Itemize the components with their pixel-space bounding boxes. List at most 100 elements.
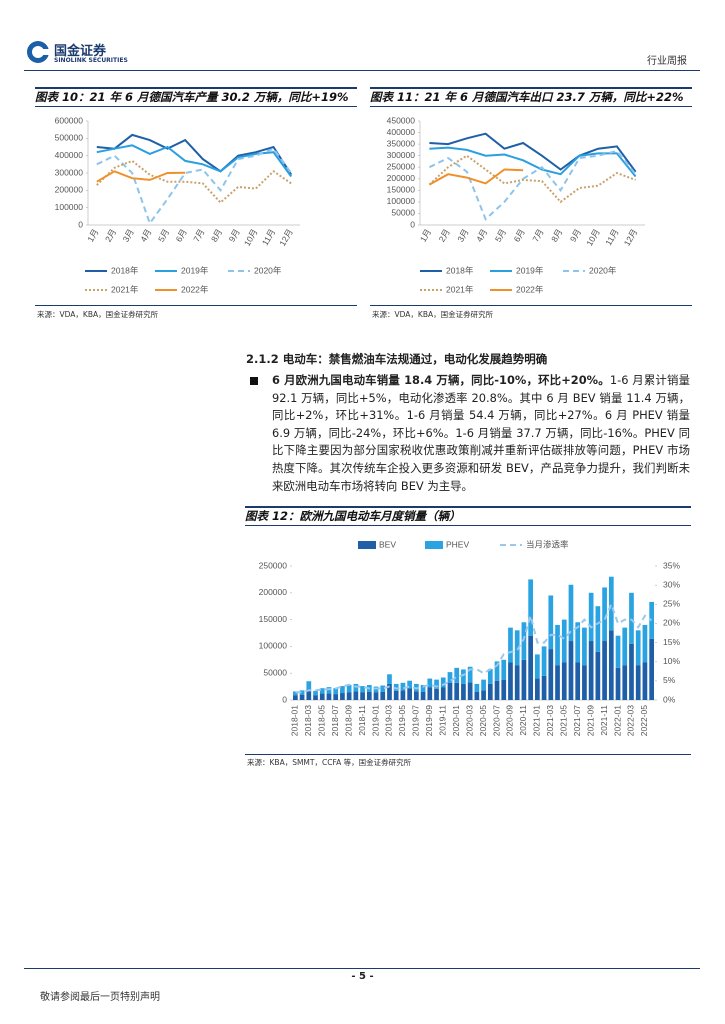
- bar: [427, 678, 433, 688]
- y-tick-label: 250000: [259, 560, 288, 570]
- legend-label: 2020年: [589, 265, 617, 275]
- bar: [293, 691, 298, 696]
- legend-swatch: [358, 541, 376, 549]
- x-tick-label: 2019-07: [411, 705, 421, 736]
- y-tick-label: 400000: [55, 150, 84, 160]
- x-tick-label: 2022-03: [626, 705, 636, 736]
- bar: [635, 665, 641, 700]
- bar: [595, 606, 601, 652]
- y-tick-label: 350000: [387, 138, 416, 148]
- bar: [299, 690, 305, 695]
- bar: [467, 682, 473, 700]
- y2-tick-label: 35%: [663, 560, 680, 570]
- y-tick-label: 150000: [387, 185, 416, 195]
- bar: [629, 592, 634, 644]
- legend-label: 2018年: [446, 265, 474, 275]
- bar: [555, 624, 560, 666]
- bar: [293, 695, 298, 700]
- x-tick-label: 2019-01: [370, 705, 380, 736]
- chart-source: 来源：KBA，SMMT，CCFA 等，国金证券研究所: [247, 758, 412, 767]
- x-tick-label: 10月: [242, 227, 260, 248]
- logo-icon: [27, 41, 49, 63]
- y2-tick-label: 30%: [663, 579, 680, 589]
- x-tick-label: 5月: [156, 227, 171, 243]
- chart-rule: [245, 754, 691, 755]
- y-tick-label: 100000: [55, 202, 84, 212]
- bar: [528, 579, 533, 636]
- bar: [313, 690, 318, 696]
- bar: [629, 643, 634, 700]
- x-tick-label: 3月: [121, 227, 136, 243]
- x-tick-label: 7月: [191, 227, 206, 243]
- legend-label: 2019年: [181, 265, 209, 275]
- y-tick-label: 600000: [55, 115, 84, 125]
- bar: [535, 654, 540, 679]
- bar: [474, 691, 480, 700]
- y2-tick-label: 15%: [663, 637, 680, 647]
- y-tick-label: 0: [282, 694, 287, 704]
- x-tick-label: 6月: [174, 227, 189, 243]
- bar: [319, 693, 325, 700]
- bar: [548, 649, 554, 700]
- bar: [608, 630, 614, 700]
- bar: [474, 683, 480, 692]
- bar: [420, 684, 426, 692]
- x-tick-label: 2018-09: [343, 705, 353, 736]
- bar: [481, 679, 486, 691]
- bar: [393, 683, 399, 691]
- bar: [602, 641, 607, 700]
- x-tick-label: 8月: [209, 227, 224, 243]
- header-rule: [24, 70, 700, 71]
- bar: [353, 683, 359, 692]
- y2-tick-label: 5%: [663, 675, 676, 685]
- bar: [346, 692, 352, 700]
- bar: [400, 690, 406, 700]
- x-tick-label: 2019-11: [438, 705, 448, 736]
- bar: [420, 691, 426, 700]
- y-tick-label: 100000: [259, 641, 288, 651]
- bar: [575, 622, 581, 663]
- chart-source: 来源：VDA，KBA，国金证券研究所: [37, 310, 159, 319]
- bar: [387, 683, 392, 700]
- bar: [535, 678, 540, 700]
- bar: [407, 680, 412, 689]
- bar: [434, 679, 439, 689]
- bar: [353, 691, 359, 700]
- chart-rule: [35, 305, 357, 306]
- x-tick-label: 5月: [493, 227, 508, 243]
- bar: [622, 627, 628, 666]
- bar: [346, 684, 352, 693]
- x-tick-label: 9月: [227, 227, 242, 243]
- bar: [541, 675, 547, 700]
- bar: [447, 672, 453, 683]
- bar: [434, 688, 439, 700]
- x-tick-label: 2021-03: [545, 705, 555, 736]
- bar: [340, 693, 345, 700]
- bar: [501, 679, 507, 700]
- bar: [582, 627, 587, 666]
- bar: [333, 688, 339, 695]
- bar: [366, 691, 372, 700]
- data-line: [96, 147, 293, 226]
- bar: [649, 638, 654, 700]
- x-tick-label: 2020-11: [518, 705, 528, 736]
- x-tick-label: 12月: [277, 227, 295, 248]
- y-tick-label: 250000: [387, 161, 416, 171]
- x-tick-label: 2021-01: [532, 705, 542, 736]
- bar: [427, 687, 433, 700]
- legend-label: 2020年: [254, 265, 282, 275]
- chart-title: 图表 11：21 年 6 月德国汽车出口 23.7 万辆，同比+22%: [370, 87, 692, 107]
- bar: [461, 669, 466, 684]
- x-tick-label: 2020-01: [451, 705, 461, 736]
- y-tick-label: 500000: [55, 133, 84, 143]
- chart-title: 图表 12：欧洲九国电动车月度销量（辆）: [245, 506, 691, 526]
- bar: [454, 667, 460, 683]
- bullet-bold: 6 月欧洲九国电动车销量 18.4 万辆，同比-10%，环比+20%。: [272, 373, 610, 387]
- bar: [588, 641, 594, 700]
- bar: [306, 689, 312, 700]
- data-line: [428, 149, 637, 221]
- x-tick-label: 7月: [530, 227, 545, 243]
- bar: [326, 687, 332, 694]
- y2-tick-label: 20%: [663, 618, 680, 628]
- bar: [561, 619, 567, 663]
